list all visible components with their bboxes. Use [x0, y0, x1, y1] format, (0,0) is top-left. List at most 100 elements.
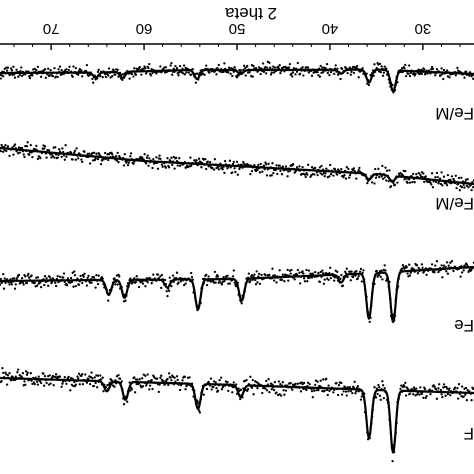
- data-point: [334, 382, 337, 385]
- data-point: [465, 73, 469, 77]
- data-point: [23, 380, 26, 383]
- data-point: [326, 393, 329, 397]
- data-point: [92, 384, 95, 388]
- data-point: [127, 388, 130, 391]
- data-point: [346, 275, 349, 279]
- data-point: [99, 162, 103, 166]
- data-point: [0, 73, 2, 76]
- data-point: [73, 71, 76, 74]
- data-point: [351, 391, 354, 395]
- data-point: [343, 385, 346, 388]
- data-point: [73, 380, 76, 384]
- data-point: [64, 144, 67, 147]
- data-point: [104, 75, 108, 79]
- data-point: [421, 266, 424, 269]
- data-point: [241, 166, 244, 169]
- data-point: [306, 69, 309, 72]
- data-point: [279, 382, 282, 386]
- data-point: [215, 73, 218, 76]
- data-point: [314, 383, 317, 387]
- data-point: [404, 381, 407, 385]
- data-point: [96, 279, 99, 282]
- data-point: [367, 83, 371, 87]
- data-point: [91, 77, 94, 81]
- data-point: [239, 299, 242, 302]
- data-point: [3, 67, 6, 71]
- data-point: [247, 272, 250, 275]
- data-point: [329, 173, 333, 176]
- data-point: [76, 277, 79, 280]
- data-point: [269, 174, 272, 177]
- data-point: [333, 167, 336, 170]
- data-point: [325, 62, 329, 66]
- data-point: [16, 371, 19, 374]
- data-point: [385, 179, 388, 182]
- data-point: [306, 280, 309, 283]
- data-point: [252, 393, 255, 396]
- data-point: [300, 69, 303, 72]
- data-point: [96, 155, 99, 158]
- data-point: [354, 172, 357, 175]
- data-point: [156, 383, 160, 386]
- data-point: [145, 70, 149, 73]
- data-point: [14, 375, 17, 378]
- data-point: [380, 65, 383, 68]
- data-point: [186, 376, 190, 379]
- data-point: [393, 184, 396, 187]
- data-point: [456, 387, 459, 390]
- data-point: [363, 410, 367, 414]
- data-point: [299, 382, 302, 385]
- data-point: [158, 278, 161, 282]
- data-point: [267, 378, 270, 381]
- data-point: [322, 171, 326, 175]
- data-point: [215, 387, 218, 390]
- data-point: [357, 390, 360, 393]
- data-point: [412, 393, 415, 396]
- data-point: [139, 384, 142, 387]
- data-point: [0, 283, 2, 286]
- data-point: [279, 169, 282, 173]
- data-point: [2, 376, 6, 379]
- data-point: [160, 163, 164, 166]
- data-point: [326, 71, 329, 75]
- data-point: [62, 272, 66, 275]
- data-point: [199, 69, 202, 72]
- data-point: [34, 376, 37, 379]
- data-point: [17, 70, 21, 74]
- data-point: [274, 276, 277, 279]
- data-point: [304, 274, 307, 278]
- data-point: [463, 387, 466, 390]
- data-point: [81, 274, 85, 277]
- data-point: [329, 387, 332, 390]
- data-point: [422, 67, 425, 70]
- data-point: [147, 278, 150, 281]
- data-point: [359, 398, 363, 401]
- data-point: [30, 151, 33, 154]
- data-point: [447, 388, 450, 392]
- data-point: [358, 272, 361, 276]
- data-point: [350, 70, 353, 73]
- data-point: [178, 157, 181, 160]
- data-point: [166, 157, 169, 160]
- data-point: [176, 282, 179, 285]
- data-point: [440, 171, 443, 174]
- data-point: [405, 70, 408, 73]
- data-point: [20, 74, 24, 78]
- data-point: [305, 172, 308, 175]
- data-point: [233, 167, 236, 170]
- data-point: [362, 269, 365, 272]
- data-point: [242, 162, 246, 166]
- data-point: [261, 62, 265, 65]
- data-point: [400, 384, 403, 387]
- data-point: [310, 74, 314, 77]
- data-point: [189, 156, 192, 159]
- data-point: [203, 163, 206, 166]
- data-point: [170, 156, 173, 159]
- data-point: [32, 71, 36, 74]
- data-point: [60, 68, 63, 72]
- data-point: [361, 271, 364, 275]
- data-point: [122, 164, 126, 167]
- data-point: [5, 66, 8, 69]
- data-point: [447, 264, 450, 267]
- data-point: [135, 67, 138, 70]
